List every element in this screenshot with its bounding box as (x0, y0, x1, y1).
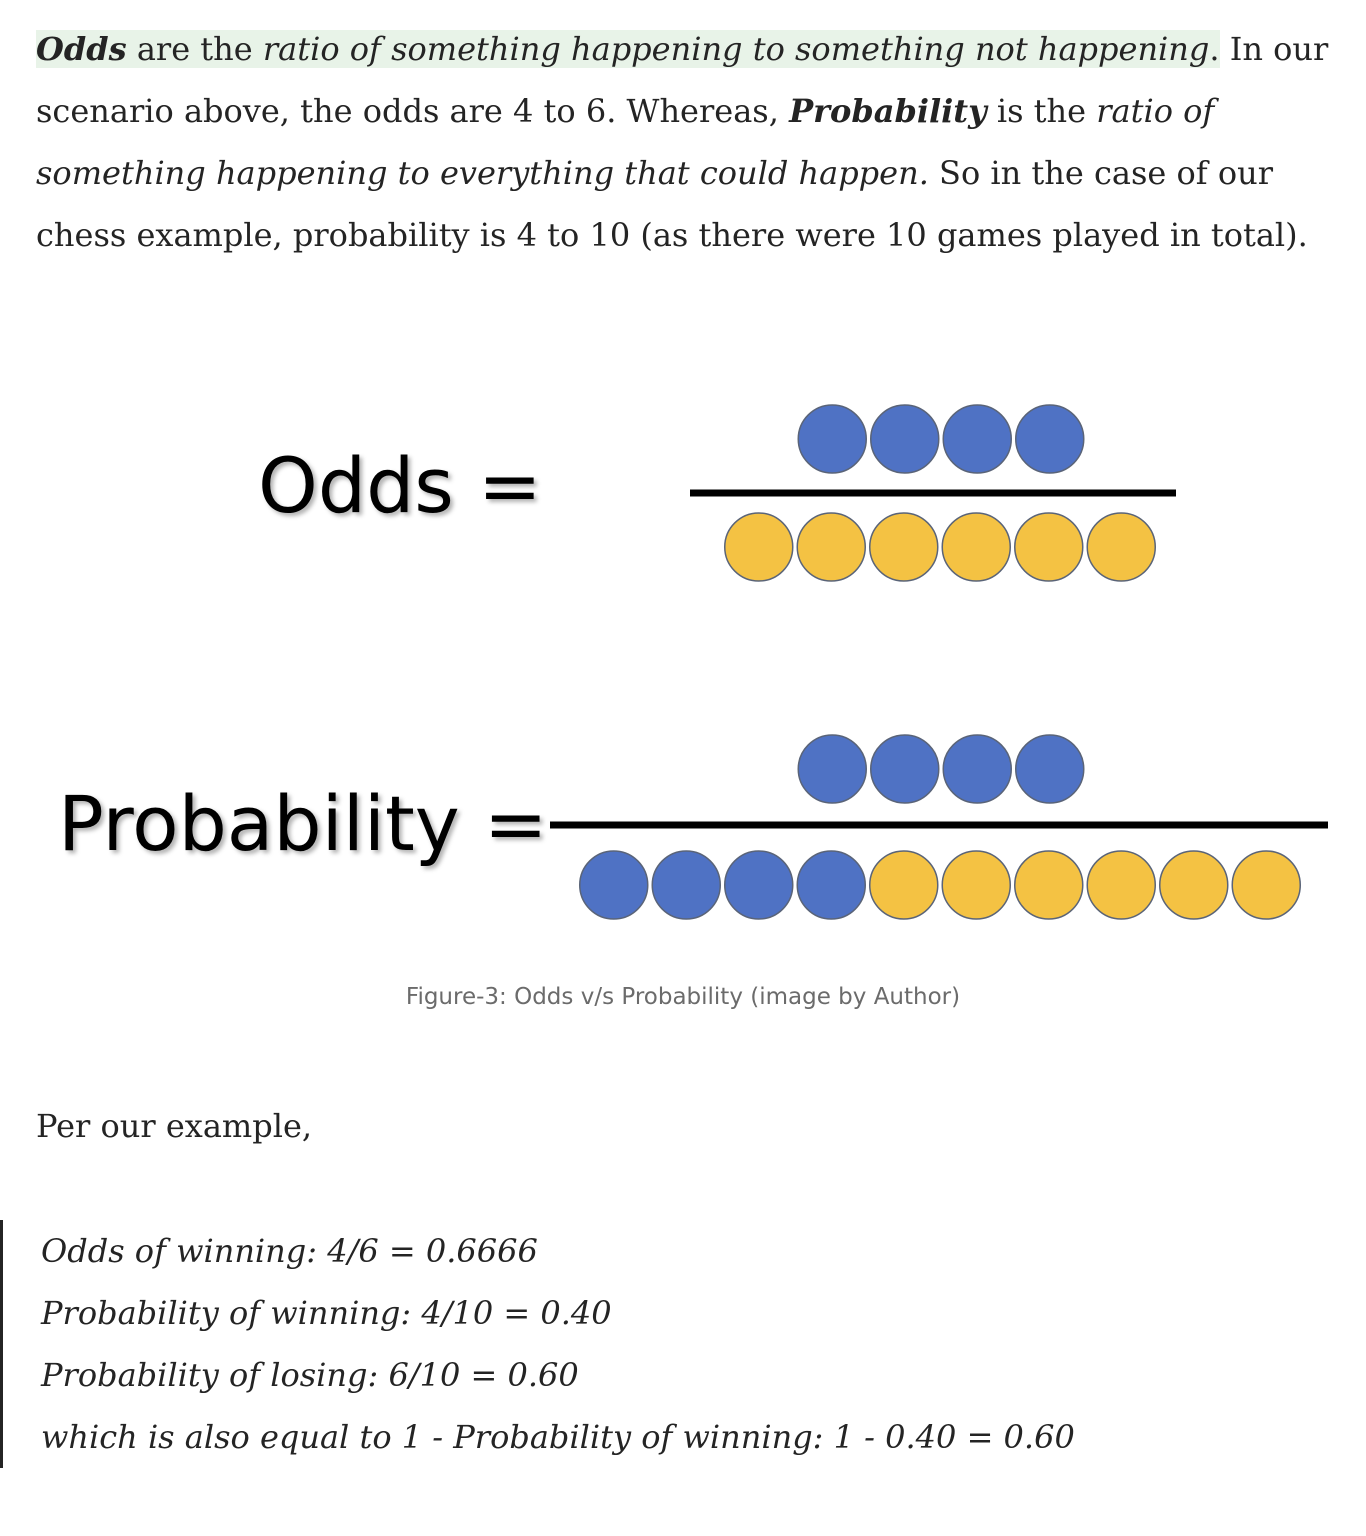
blue-circle-win (796, 850, 866, 920)
figure-caption: Figure-3: Odds v/s Probability (image by… (405, 984, 961, 1010)
probability-numerator (797, 734, 1085, 804)
odds-denominator (724, 512, 1156, 582)
blue-circle-win (579, 850, 649, 920)
yellow-circle-loss (869, 512, 939, 582)
intro-text: . (1209, 30, 1220, 68)
probability-denominator (579, 850, 1301, 920)
yellow-circle-loss (1086, 850, 1156, 920)
quote-line: which is also equal to 1 - Probability o… (41, 1418, 1075, 1456)
blockquote-bar (0, 1220, 3, 1468)
intro-text: is the (986, 92, 1097, 130)
blue-circle-win (1015, 734, 1085, 804)
blue-circle-win (1015, 404, 1085, 474)
quote-line: Odds of winning: 4/6 = 0.6666 (41, 1232, 538, 1270)
yellow-circle-loss (724, 512, 794, 582)
highlighted-definition[interactable]: Odds are the ratio of something happenin… (36, 30, 1220, 68)
blue-circle-win (724, 850, 794, 920)
odds-term: Odds (36, 30, 127, 68)
quote-line: Probability of losing: 6/10 = 0.60 (41, 1356, 579, 1394)
probability-definition: ratio of something happening to everythi… (36, 92, 1215, 192)
intro-text: So in the case of our chess example, pro… (36, 154, 1308, 254)
blue-circle-win (870, 404, 940, 474)
blockquote: Odds of winning: 4/6 = 0.6666 Probabilit… (0, 1220, 1366, 1468)
blue-circle-win (942, 734, 1012, 804)
blockquote-lines: Odds of winning: 4/6 = 0.6666 Probabilit… (41, 1220, 1075, 1468)
per-example-text: Per our example, (36, 1107, 313, 1145)
odds-numerator (797, 404, 1085, 474)
blue-circle-win (797, 734, 867, 804)
yellow-circle-loss (1159, 850, 1229, 920)
yellow-circle-loss (941, 512, 1011, 582)
yellow-circle-loss (796, 512, 866, 582)
quote-line: Probability of winning: 4/10 = 0.40 (41, 1294, 612, 1332)
blue-circle-win (870, 734, 940, 804)
blue-circle-win (942, 404, 1012, 474)
yellow-circle-loss (869, 850, 939, 920)
yellow-circle-loss (941, 850, 1011, 920)
yellow-circle-loss (1014, 512, 1084, 582)
odds-vs-probability-figure: Odds = Probability = (58, 404, 1328, 920)
blue-circle-win (797, 404, 867, 474)
intro-paragraph: Odds are the ratio of something happenin… (36, 18, 1356, 266)
intro-text: are the (126, 30, 263, 68)
probability-label: Probability = (58, 779, 548, 868)
yellow-circle-loss (1014, 850, 1084, 920)
yellow-circle-loss (1231, 850, 1301, 920)
blue-circle-win (651, 850, 721, 920)
probability-term: Probability (789, 92, 987, 130)
yellow-circle-loss (1086, 512, 1156, 582)
odds-definition: ratio of something happening to somethin… (262, 30, 1210, 68)
odds-label: Odds = (258, 441, 542, 530)
intro-text: In our scenario above, the odds are 4 to… (36, 30, 1329, 130)
